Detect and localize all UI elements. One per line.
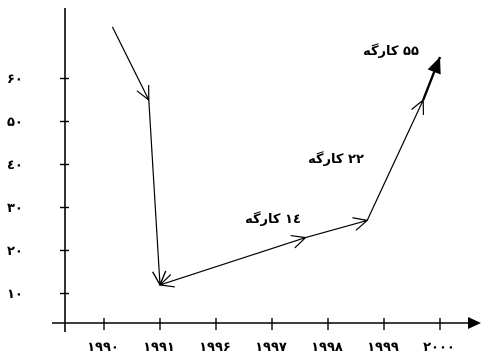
series-end-arrowhead [427, 57, 441, 75]
y-ticks: ۱۰ ۲۰ ۳۰ ٤۰ ۵۰ ۶۰ [7, 72, 69, 302]
x-tick-label: ۱۹۹۰ [87, 340, 119, 355]
y-tick-label: ۳۰ [7, 201, 23, 216]
x-tick-label: ۱۹۹۶ [199, 340, 231, 355]
y-tick-label: ٤۰ [7, 158, 23, 173]
x-tick-label: ۲۰۰۰ [423, 340, 455, 355]
x-tick-label: ۱۹۹۸ [311, 340, 343, 355]
series-segment [305, 219, 368, 239]
x-tick-label: ۱۹۹۱ [143, 340, 175, 355]
annotation-label: ۱٤ کارگه [245, 211, 301, 227]
series-arrow [136, 84, 150, 102]
series-arrow [158, 274, 175, 288]
y-tick-label: ۶۰ [7, 72, 23, 87]
annotation-label: ۲۲ کارگه [308, 151, 364, 167]
y-tick-label: ۵۰ [7, 115, 23, 130]
series-segment [148, 99, 161, 285]
x-ticks: ۱۹۹۰ ۱۹۹۱ ۱۹۹۶ ۱۹۹۷ ۱۹۹۸ ۱۹۹۹ ۲۰۰۰ [87, 318, 455, 355]
annotations: ۱٤ کارگه ۲۲ کارگه ۵۵ کارگه [245, 43, 419, 227]
axes [52, 8, 481, 332]
annotation-label: ۵۵ کارگه [363, 43, 419, 59]
x-tick-label: ۱۹۹۹ [367, 340, 399, 355]
series-segment [111, 26, 150, 101]
series-segment [366, 99, 424, 221]
series-arrow [411, 98, 425, 116]
series-segment [159, 237, 306, 286]
x-axis-arrowhead [468, 317, 481, 329]
series-line [111, 26, 442, 288]
x-tick-label: ۱۹۹۷ [255, 340, 287, 355]
y-tick-label: ۲۰ [7, 244, 23, 259]
y-tick-label: ۱۰ [7, 287, 23, 302]
series-arrow [352, 217, 369, 231]
series-arrow [290, 234, 307, 249]
